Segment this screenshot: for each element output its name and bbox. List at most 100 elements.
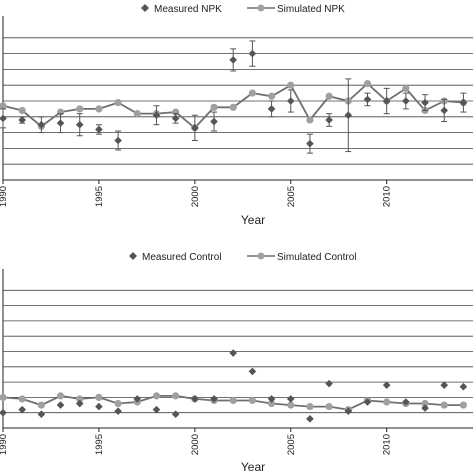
npk-simulated-point	[402, 84, 410, 92]
control-simulated-point	[383, 398, 391, 406]
control-series	[0, 349, 468, 423]
npk-simulated-point	[325, 92, 333, 100]
control-simulated-point	[287, 401, 295, 409]
control-x-ticks: 1990 1995 2000 2005 2010	[0, 428, 393, 455]
npk-x-tick-label: 2005	[286, 186, 297, 207]
npk-legend-simulated-label: Simulated NPK	[277, 4, 345, 15]
npk-measured-point	[382, 97, 391, 105]
control-legend-simulated-label: Simulated Control	[277, 252, 356, 263]
npk-measured-point	[459, 98, 468, 107]
npk-series	[0, 40, 468, 154]
npk-measured-point	[267, 105, 276, 113]
control-measured-point	[152, 405, 161, 414]
control-x-tick-label: 1995	[94, 434, 105, 455]
npk-measured-point	[171, 114, 180, 123]
npk-measured-point	[95, 125, 103, 134]
npk-measured-point	[114, 136, 122, 145]
control-measured-point	[344, 407, 353, 415]
npk-simulated-point	[248, 89, 256, 97]
control-simulated-point	[325, 402, 333, 411]
npk-measured-point	[75, 120, 84, 129]
npk-simulated-point	[18, 106, 26, 115]
control-measured-point	[133, 395, 142, 403]
npk-measured-point	[18, 116, 26, 124]
control-x-tick-label: 2010	[382, 434, 393, 455]
control-legend: Measured Control Simulated Control	[129, 252, 356, 263]
npk-legend-simulated-marker	[257, 4, 265, 12]
npk-legend: Measured NPK Simulated NPK	[141, 4, 345, 15]
npk-simulated-point	[0, 102, 7, 110]
npk-x-axis-title: Year	[241, 213, 265, 227]
control-measured-point	[440, 381, 449, 389]
control-measured-point	[286, 395, 295, 403]
control-measured-point	[459, 382, 468, 391]
control-measured-point	[191, 395, 199, 403]
control-x-tick-label: 2005	[286, 434, 297, 455]
control-simulated-point	[267, 399, 276, 408]
control-gridlines	[2, 269, 473, 429]
npk-simulated-point	[76, 105, 84, 113]
control-measured-point	[325, 379, 333, 388]
npk-measured-point	[363, 95, 372, 104]
npk-measured-point	[325, 116, 333, 124]
control-simulated-point	[229, 396, 237, 405]
control-measured-point	[95, 402, 103, 411]
control-simulated-point	[76, 395, 84, 403]
control-measured-point	[75, 399, 84, 408]
npk-measured-point	[56, 119, 65, 127]
control-measured-point	[248, 367, 257, 376]
control-simulated-point	[459, 401, 468, 409]
npk-measured-point	[286, 97, 295, 105]
npk-simulated-point	[306, 116, 314, 124]
control-measured-point	[421, 404, 429, 412]
control-simulated-point	[306, 402, 314, 411]
control-measured-point	[18, 405, 26, 414]
npk-gridlines	[2, 16, 473, 181]
npk-simulated-point	[210, 103, 218, 111]
npk-legend-measured-label: Measured NPK	[154, 4, 222, 15]
control-measured-point	[267, 395, 276, 403]
npk-measured-point	[248, 49, 257, 58]
control-measured-point	[171, 410, 180, 419]
control-measured-point	[210, 395, 218, 403]
control-measured-point	[402, 398, 410, 406]
control-measured-point	[363, 398, 372, 406]
control-measured-point	[37, 410, 46, 419]
npk-measured-point	[191, 124, 199, 132]
control-simulated-point	[152, 392, 161, 400]
npk-simulated-point	[363, 80, 372, 88]
control-measured-point	[229, 349, 238, 357]
npk-x-tick-label: 1990	[0, 186, 9, 207]
control-measured-point	[114, 407, 122, 415]
control-simulated-point	[248, 396, 256, 405]
npk-x-tick-label: 1995	[94, 186, 105, 207]
npk-measured-point	[402, 97, 410, 105]
control-measured-point	[56, 401, 65, 409]
control-simulated-point	[56, 392, 65, 400]
npk-measured-point	[37, 120, 46, 129]
npk-simulated-point	[287, 81, 295, 89]
npk-measured-point	[152, 111, 161, 120]
control-simulated-point	[421, 399, 429, 408]
npk-x-tick-label: 2000	[190, 186, 201, 207]
npk-measured-point	[306, 139, 314, 148]
npk-measured-point	[440, 106, 449, 115]
npk-simulated-point	[267, 92, 276, 100]
control-simulated-point	[95, 393, 103, 401]
control-legend-measured-marker	[129, 252, 137, 260]
npk-measured-point	[421, 98, 429, 107]
control-simulated-point	[0, 393, 7, 401]
npk-simulated-point	[114, 98, 122, 107]
control-simulated-point	[18, 395, 26, 403]
control-simulated-point	[37, 401, 45, 409]
control-measured-point	[382, 381, 391, 389]
npk-measured-point	[210, 117, 218, 126]
control-x-axis-title: Year	[241, 460, 265, 474]
npk-simulated-point	[95, 105, 103, 113]
control-simulated-point	[440, 401, 448, 409]
npk-measured-point	[229, 56, 238, 64]
control-panel: Measured Control Simulated Control 1990 1…	[0, 252, 473, 474]
control-legend-simulated-marker	[257, 252, 265, 260]
npk-measured-point	[0, 114, 7, 123]
